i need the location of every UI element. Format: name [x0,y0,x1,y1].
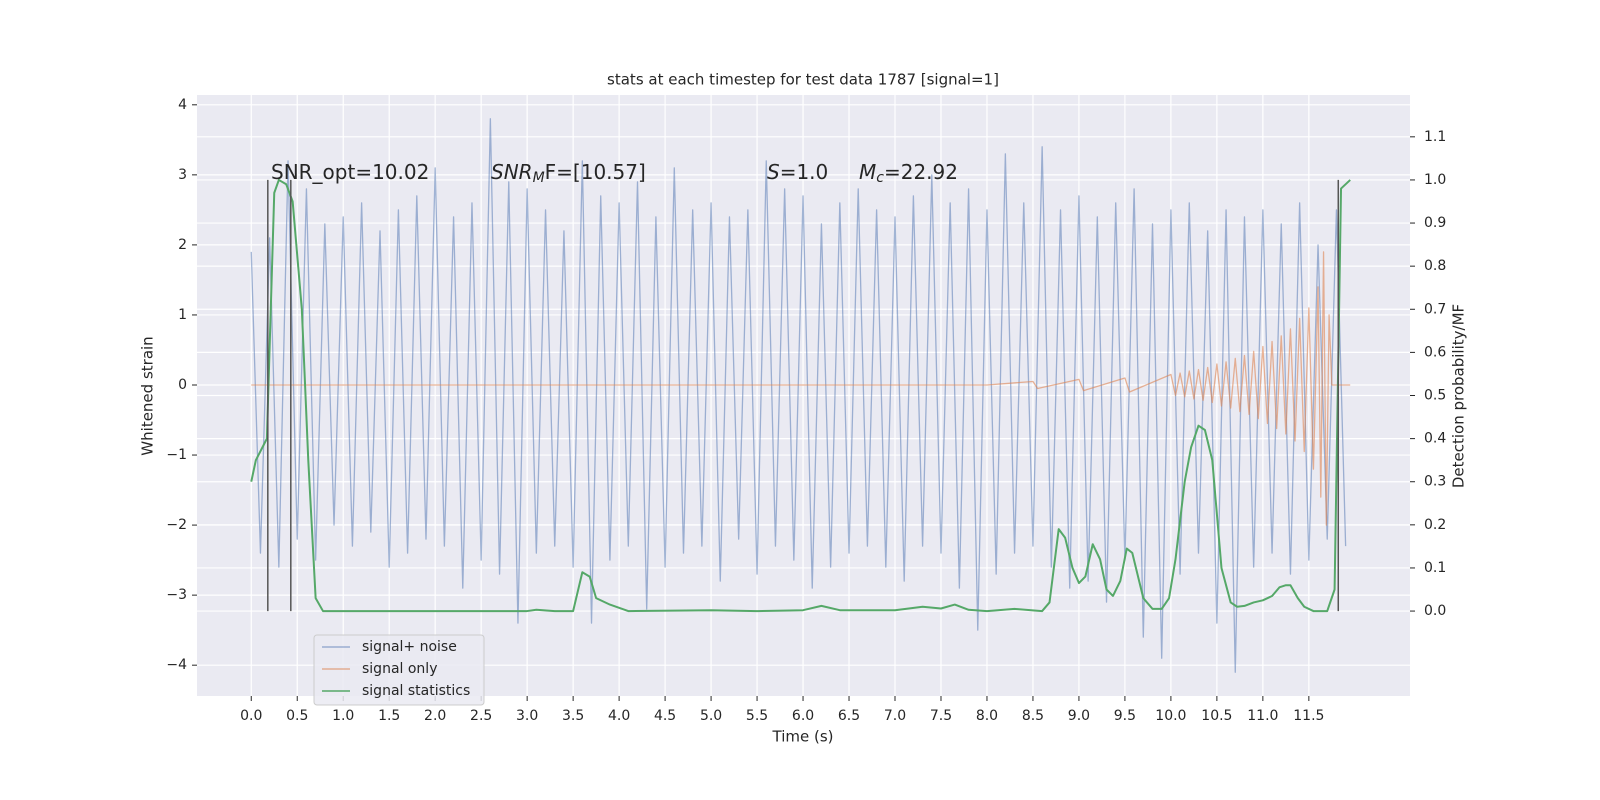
y2-tick-label: 0.8 [1424,258,1446,274]
axes: 0.0 0.5 1.0 1.5 2.0 2.5 3.0 3.5 4.0 4.5 5.0 5.5 6.0 6… [166,97,1446,724]
x-tick-label: 5.0 [700,708,722,724]
x-tick-label: 6.5 [838,708,860,724]
annotation: SNRMF=[10.57] [491,160,646,187]
y-tick-label: 4 [178,97,187,113]
series-line [251,251,1351,526]
legend-box [313,634,485,706]
x-tick-label: 7.5 [930,708,952,724]
y2-tick-label: 0.2 [1424,517,1446,533]
x-tick-label: 3.0 [516,708,538,724]
annotation-italic: SNR [491,160,533,184]
x-tick-label: 1.5 [378,708,400,724]
x-tick-label: 3.5 [562,708,584,724]
y-tick-label: −1 [166,447,187,463]
legend-label: signal only [362,661,437,677]
x-tick-label: 8.0 [976,708,998,724]
legend-label: signal statistics [362,683,470,699]
x-tick-label: 1.0 [332,708,354,724]
x-axis-label: Time (s) [772,728,834,746]
y-axis-label: Whitened strain [139,336,157,455]
legend-label: signal+ noise [362,639,457,655]
annotation-text: F=[10.57] [545,160,646,184]
y-tick-label: −2 [166,517,187,533]
x-tick-label: 7.0 [884,708,906,724]
annotation-text: =1.0 [780,160,829,184]
y2-tick-label: 0.4 [1424,431,1446,447]
x-tick-label: 0.0 [240,708,262,724]
y-tick-label: 2 [178,237,187,253]
x-tick-label: 4.0 [608,708,630,724]
annotation-text: SNR_opt=10.02 [271,160,429,184]
x-tick-label: 0.5 [286,708,308,724]
y-tick-label: −4 [166,657,187,673]
x-tick-label: 4.5 [654,708,676,724]
marks: SNR_opt=10.02 SNRMF=[10.57] S=1.0 Mc=22.92 [250,118,1351,673]
y2-tick-label: 0.5 [1424,388,1446,404]
y2-tick-label: 0.0 [1424,603,1446,619]
grid [197,95,1410,696]
annotation-text: =22.92 [884,160,958,184]
y2-tick-label: 1.0 [1424,172,1446,188]
y-tick-label: 3 [178,167,187,183]
y2-axis-label: Detection probability/MF [1450,304,1468,488]
y2-tick-label: 0.3 [1424,474,1446,490]
annotation-sub: M [533,170,545,186]
chart-title: stats at each timestep for test data 178… [607,71,999,89]
series-line [250,118,1347,673]
x-tick-label: 9.0 [1068,708,1090,724]
y-tick-label: 0 [178,377,187,393]
annotation-sub: c [876,170,884,186]
y2-tick-label: 0.7 [1424,301,1446,317]
y-tick-label: 1 [178,307,187,323]
y2-tick-label: 1.1 [1424,129,1446,145]
legend: signal+ noise signal only signal statistic… [313,634,485,706]
x-tick-label: 6.0 [792,708,814,724]
y2-tick-label: 0.1 [1424,560,1446,576]
x-tick-label: 10.5 [1201,708,1232,724]
y2-tick-label: 0.6 [1424,344,1446,360]
x-tick-label: 11.5 [1293,708,1324,724]
x-tick-label: 10.0 [1155,708,1186,724]
x-tick-label: 5.5 [746,708,768,724]
annotation-italic: S [767,160,780,184]
y-tick-label: −3 [166,587,187,603]
x-tick-label: 2.5 [470,708,492,724]
x-tick-label: 9.5 [1114,708,1136,724]
annotation-italic: M [859,160,876,184]
annotation: Mc=22.92 [859,160,958,187]
x-tick-label: 11.0 [1247,708,1278,724]
annotation: SNR_opt=10.02 [271,160,429,184]
series-line [250,178,1351,613]
x-tick-label: 2.0 [424,708,446,724]
y2-tick-label: 0.9 [1424,215,1446,231]
annotation: S=1.0 [767,160,828,184]
x-tick-label: 8.5 [1022,708,1044,724]
